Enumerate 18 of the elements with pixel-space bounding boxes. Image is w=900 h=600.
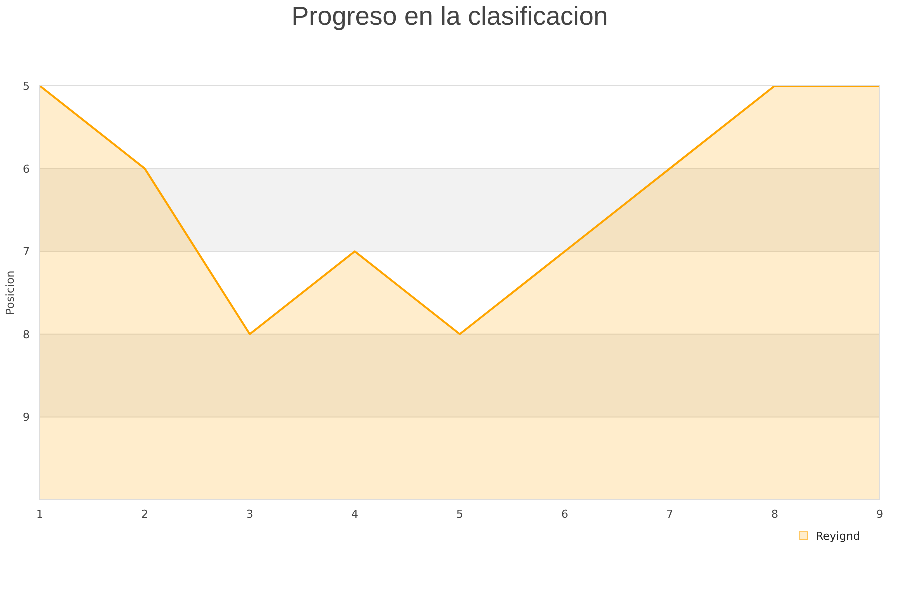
x-tick-label: 7: [666, 508, 674, 521]
y-tick-label: 7: [23, 246, 30, 259]
x-tick-label: 2: [142, 508, 148, 521]
chart-title: Progreso en la clasificacion: [292, 1, 608, 31]
x-tick-label: 1: [36, 508, 44, 521]
y-tick-label: 9: [23, 411, 30, 424]
y-tick-label: 8: [23, 328, 30, 342]
x-tick-label: 3: [246, 508, 254, 521]
x-tick-label: 4: [352, 508, 358, 521]
legend-label: Reyignd: [816, 530, 860, 543]
x-tick-label: 5: [456, 508, 464, 521]
y-tick-label: 5: [23, 80, 30, 93]
line-series: [39, 85, 881, 336]
y-tick-label: 6: [23, 162, 30, 176]
x-tick-label: 9: [876, 508, 884, 521]
y-axis-title: Posicion: [4, 270, 17, 316]
x-tick-label: 6: [562, 508, 568, 521]
x-tick-label: 8: [772, 508, 778, 521]
